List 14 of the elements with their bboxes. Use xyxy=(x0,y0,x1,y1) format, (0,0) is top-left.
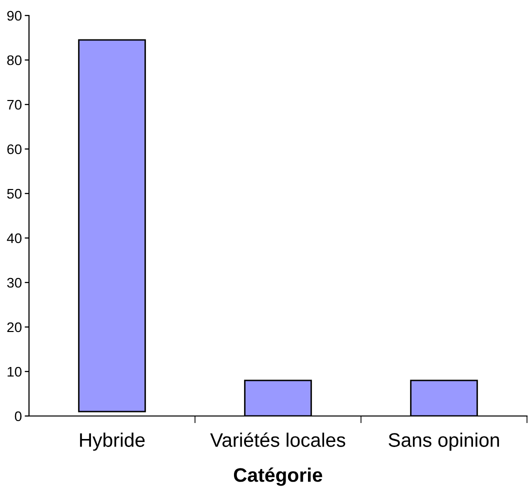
y-tick-label: 10 xyxy=(8,366,22,377)
y-tick-label: 50 xyxy=(7,188,22,199)
x-tick-label: Sans opinion xyxy=(388,432,499,451)
x-axis-title: Catégorie xyxy=(234,467,322,486)
y-tick-label: 30 xyxy=(7,278,22,288)
y-tick-label: 60 xyxy=(7,144,22,154)
y-tick-label: 90 xyxy=(7,10,22,21)
x-tick-label: Variétés locales xyxy=(210,432,346,447)
x-tick-label: Hybride xyxy=(80,432,145,451)
y-tick-label: 80 xyxy=(7,55,22,66)
y-tick-label: 0 xyxy=(14,411,22,422)
y-tick-label: 70 xyxy=(7,100,22,110)
y-tick-label: 40 xyxy=(6,233,22,244)
y-tick-label: 20 xyxy=(7,322,22,332)
